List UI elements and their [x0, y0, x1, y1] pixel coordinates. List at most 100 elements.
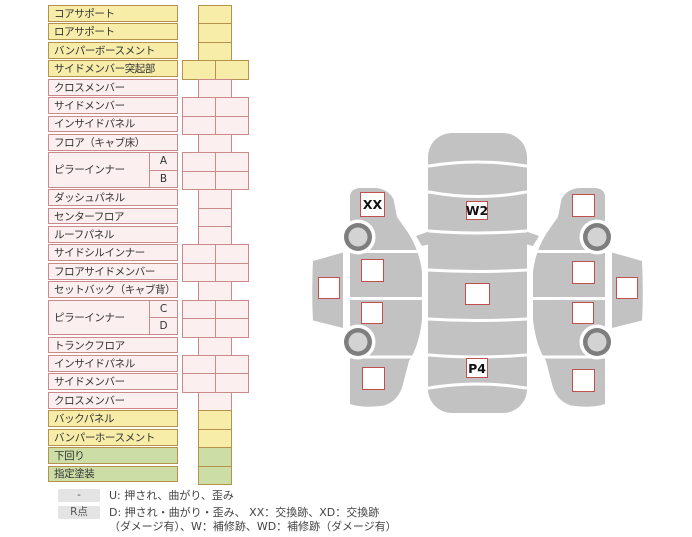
parts-row: バンパーボースメント	[48, 41, 253, 62]
legend-text-r-line2: （ダメージ有）、W：補修跡、WD：補修跡（ダメージ有）	[109, 520, 397, 533]
legend: - U: 押され、曲がり、歪み R点 D: 押され・曲がり・歪み、 XX：交換跡…	[58, 489, 397, 537]
marker-side-right-rear-door[interactable]	[572, 302, 594, 324]
part-label: ダッシュパネル	[48, 189, 178, 207]
damage-cell-line	[182, 97, 250, 117]
parts-row: センターフロア	[48, 207, 253, 228]
rear-wheel-icon	[340, 324, 376, 360]
parts-row: ピラーインナー A B	[48, 152, 253, 191]
part-label: フロア（キャブ床）	[48, 133, 178, 151]
part-label: トランクフロア	[48, 336, 178, 354]
top-view-icon	[416, 133, 539, 413]
part-label: バンパーホースメント	[48, 428, 178, 446]
part-label: インサイドパネル	[48, 355, 178, 372]
parts-row: 下回り	[48, 447, 253, 467]
marker-side-left-front-door[interactable]	[361, 259, 384, 282]
damage-cell-right[interactable]	[215, 318, 249, 338]
damage-cell-line	[182, 115, 250, 135]
damage-cell-right[interactable]	[215, 170, 249, 191]
damage-cell-line	[182, 465, 250, 485]
part-label: クロスメンバー	[48, 78, 178, 96]
parts-row: フロア（キャブ床）	[48, 133, 253, 154]
part-label: サイドメンバー突起部	[48, 60, 178, 78]
part-label: 下回り	[48, 447, 178, 464]
part-label: サイドメンバー	[48, 97, 178, 114]
part-label: センターフロア	[48, 207, 178, 225]
marker-top-trunk[interactable]: P4	[466, 358, 488, 378]
marker-bumper-right[interactable]	[616, 277, 638, 299]
left-mirror-icon	[416, 231, 430, 246]
damage-cell-right[interactable]	[215, 262, 249, 283]
legend-text-u: U: 押され、曲がり、歪み	[109, 489, 234, 502]
part-label: サイドシルインナー	[48, 244, 178, 262]
pillar-sub-label: A	[149, 152, 178, 171]
pillar-sub-label: C	[149, 299, 178, 318]
damage-cell-line	[182, 373, 250, 393]
parts-row: バンパーホースメント	[48, 428, 253, 449]
part-label: インサイドパネル	[48, 115, 178, 133]
parts-row: バックパネル	[48, 410, 253, 430]
legend-badge-rpoint: R点	[58, 505, 100, 519]
parts-row: ロアサポート	[48, 23, 253, 43]
part-label: ルーフパネル	[48, 226, 178, 243]
damage-cells	[182, 152, 250, 191]
part-label: ピラーインナー	[48, 152, 150, 188]
parts-row: サイドメンバー突起部	[48, 60, 253, 80]
part-label: 指定塗装	[48, 465, 178, 483]
damage-cell-line	[182, 152, 250, 172]
part-label: コアサポート	[48, 5, 178, 22]
parts-row: 指定塗装	[48, 465, 253, 485]
damage-cells	[182, 373, 250, 393]
parts-row: サイドメンバー	[48, 97, 253, 117]
parts-table: コアサポート ロアサポート バンパーボースメント サイドメンバー突起部 クロスメンバーサ…	[48, 5, 253, 485]
parts-row: インサイドパネル	[48, 115, 253, 135]
marker-side-right-front-door[interactable]	[572, 261, 595, 284]
legend-row-r: R点 D: 押され・曲がり・歪み、 XX：交換跡、XD：交換跡 （ダメージ有）、…	[58, 505, 397, 535]
part-label: ピラーインナー	[48, 299, 150, 335]
damage-cells	[182, 262, 250, 283]
marker-top-roof[interactable]	[465, 283, 490, 305]
parts-row: ルーフパネル	[48, 226, 253, 246]
legend-text-r-line1: D: 押され・曲がり・歪み、 XX：交換跡、XD：交換跡	[109, 505, 380, 519]
parts-row: サイドシルインナー	[48, 244, 253, 264]
marker-side-left-front-fender[interactable]: XX	[360, 192, 385, 217]
marker-side-right-front-fender[interactable]	[572, 194, 595, 217]
marker-side-left-rear-door[interactable]	[361, 302, 383, 324]
parts-row: トランクフロア	[48, 336, 253, 357]
damage-cells	[182, 115, 250, 135]
marker-top-hood[interactable]: W2	[465, 201, 489, 220]
part-label: セットバック（キャブ背）	[48, 281, 178, 299]
parts-row: ピラーインナー C D	[48, 299, 253, 338]
marker-side-right-rear-fender[interactable]	[572, 369, 595, 392]
legend-row-u: - U: 押され、曲がり、歪み	[58, 489, 397, 504]
parts-row: コアサポート	[48, 5, 253, 25]
marker-bumper-left[interactable]	[318, 277, 340, 299]
damage-cells	[182, 465, 250, 485]
damage-cell-line	[182, 262, 250, 283]
damage-cell[interactable]	[198, 465, 232, 485]
part-label: サイドメンバー	[48, 373, 178, 391]
pillar-sub-label: D	[149, 316, 178, 335]
pillar-sub-label: B	[149, 169, 178, 188]
part-label: ロアサポート	[48, 23, 178, 41]
damage-cell-right[interactable]	[215, 60, 249, 80]
legend-badge-minus: -	[58, 489, 100, 502]
part-label: バックパネル	[48, 410, 178, 428]
part-label: フロアサイドメンバー	[48, 262, 178, 280]
parts-row: ダッシュパネル	[48, 189, 253, 209]
damage-cells	[182, 97, 250, 117]
legend-text-r: D: 押され・曲がり・歪み、 XX：交換跡、XD：交換跡 （ダメージ有）、W：補…	[109, 506, 397, 535]
damage-cells	[182, 299, 250, 338]
side-view-left-icon	[312, 188, 423, 407]
parts-row: サイドメンバー	[48, 373, 253, 393]
parts-row: セットバック（キャブ背）	[48, 281, 253, 301]
damage-cell-right[interactable]	[215, 373, 249, 393]
part-label: バンパーボースメント	[48, 41, 178, 59]
marker-side-left-rear-fender[interactable]	[362, 367, 385, 390]
damage-cell-right[interactable]	[215, 115, 249, 135]
parts-row: フロアサイドメンバー	[48, 262, 253, 283]
front-wheel-icon	[340, 219, 376, 255]
damage-cell-line	[182, 170, 250, 191]
